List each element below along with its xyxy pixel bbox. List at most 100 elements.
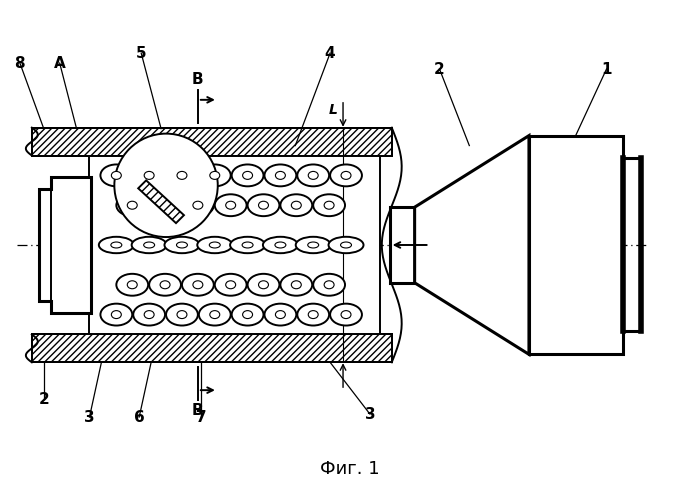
Ellipse shape bbox=[116, 274, 148, 296]
Ellipse shape bbox=[231, 165, 264, 187]
Ellipse shape bbox=[160, 281, 170, 289]
Ellipse shape bbox=[280, 194, 312, 216]
Bar bbox=[89, 155, 380, 335]
Ellipse shape bbox=[176, 242, 187, 248]
Text: 2: 2 bbox=[434, 61, 445, 76]
Ellipse shape bbox=[149, 274, 181, 296]
Ellipse shape bbox=[199, 304, 231, 325]
Ellipse shape bbox=[215, 274, 247, 296]
Ellipse shape bbox=[131, 237, 166, 253]
Ellipse shape bbox=[330, 304, 362, 325]
Text: 7: 7 bbox=[196, 410, 206, 425]
Ellipse shape bbox=[144, 311, 154, 318]
Ellipse shape bbox=[264, 165, 296, 187]
Text: 1: 1 bbox=[601, 61, 612, 76]
Ellipse shape bbox=[242, 242, 253, 248]
Bar bbox=[529, 135, 624, 355]
Ellipse shape bbox=[247, 194, 280, 216]
Ellipse shape bbox=[275, 311, 285, 318]
Bar bbox=[32, 335, 391, 362]
Ellipse shape bbox=[329, 237, 363, 253]
Polygon shape bbox=[38, 177, 92, 313]
Bar bbox=[32, 128, 391, 155]
Text: 2: 2 bbox=[38, 392, 49, 407]
Circle shape bbox=[115, 133, 218, 237]
Ellipse shape bbox=[149, 194, 181, 216]
Ellipse shape bbox=[210, 311, 219, 318]
Ellipse shape bbox=[308, 311, 318, 318]
Ellipse shape bbox=[111, 311, 122, 318]
Ellipse shape bbox=[291, 201, 301, 209]
Text: 6: 6 bbox=[134, 410, 145, 425]
Ellipse shape bbox=[340, 242, 352, 248]
Ellipse shape bbox=[243, 311, 252, 318]
Ellipse shape bbox=[197, 237, 232, 253]
Polygon shape bbox=[138, 180, 184, 223]
Ellipse shape bbox=[210, 171, 219, 179]
Ellipse shape bbox=[231, 304, 264, 325]
Ellipse shape bbox=[259, 281, 268, 289]
Bar bbox=[32, 128, 391, 155]
Ellipse shape bbox=[275, 242, 286, 248]
Ellipse shape bbox=[144, 242, 154, 248]
Ellipse shape bbox=[111, 242, 122, 248]
Ellipse shape bbox=[134, 165, 165, 187]
Ellipse shape bbox=[324, 281, 334, 289]
Bar bbox=[32, 335, 391, 362]
Ellipse shape bbox=[291, 281, 301, 289]
Text: 3: 3 bbox=[84, 410, 95, 425]
Ellipse shape bbox=[164, 237, 199, 253]
Ellipse shape bbox=[193, 201, 203, 209]
Ellipse shape bbox=[166, 304, 198, 325]
Ellipse shape bbox=[101, 165, 132, 187]
Ellipse shape bbox=[341, 311, 351, 318]
Ellipse shape bbox=[127, 201, 137, 209]
Ellipse shape bbox=[226, 201, 236, 209]
Ellipse shape bbox=[127, 281, 137, 289]
Ellipse shape bbox=[308, 171, 318, 179]
Ellipse shape bbox=[280, 274, 312, 296]
Ellipse shape bbox=[144, 171, 154, 179]
Ellipse shape bbox=[160, 201, 170, 209]
Ellipse shape bbox=[182, 274, 214, 296]
Text: В: В bbox=[192, 73, 203, 88]
Ellipse shape bbox=[296, 237, 331, 253]
Ellipse shape bbox=[215, 194, 247, 216]
Text: L: L bbox=[329, 103, 338, 117]
Bar bbox=[390, 207, 415, 283]
Ellipse shape bbox=[308, 242, 319, 248]
Text: 5: 5 bbox=[136, 46, 147, 60]
Ellipse shape bbox=[297, 165, 329, 187]
Ellipse shape bbox=[324, 201, 334, 209]
Ellipse shape bbox=[264, 304, 296, 325]
Polygon shape bbox=[415, 135, 529, 355]
Ellipse shape bbox=[99, 237, 134, 253]
Ellipse shape bbox=[116, 194, 148, 216]
Ellipse shape bbox=[193, 281, 203, 289]
Ellipse shape bbox=[247, 274, 280, 296]
Ellipse shape bbox=[226, 281, 236, 289]
Ellipse shape bbox=[263, 237, 298, 253]
Ellipse shape bbox=[111, 171, 122, 179]
Text: В: В bbox=[192, 403, 203, 417]
Ellipse shape bbox=[166, 165, 198, 187]
Ellipse shape bbox=[101, 304, 132, 325]
Text: 8: 8 bbox=[15, 56, 25, 71]
Bar bbox=[32, 128, 391, 155]
Ellipse shape bbox=[230, 237, 265, 253]
Ellipse shape bbox=[177, 311, 187, 318]
Ellipse shape bbox=[177, 171, 187, 179]
Text: А: А bbox=[54, 56, 66, 71]
Text: 3: 3 bbox=[365, 407, 375, 422]
Ellipse shape bbox=[313, 274, 345, 296]
Ellipse shape bbox=[297, 304, 329, 325]
Text: 4: 4 bbox=[325, 46, 336, 60]
Ellipse shape bbox=[199, 165, 231, 187]
Bar bbox=[32, 335, 391, 362]
Ellipse shape bbox=[259, 201, 268, 209]
Ellipse shape bbox=[209, 242, 220, 248]
Ellipse shape bbox=[243, 171, 252, 179]
Ellipse shape bbox=[275, 171, 285, 179]
Text: Фиг. 1: Фиг. 1 bbox=[320, 460, 380, 478]
Ellipse shape bbox=[182, 194, 214, 216]
